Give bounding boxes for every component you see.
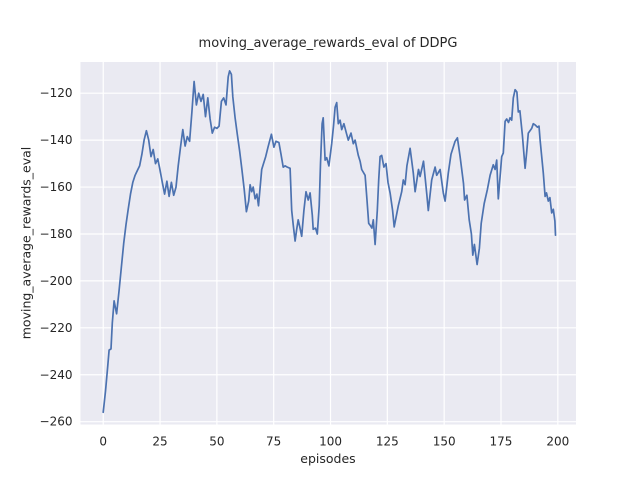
y-axis-label: moving_average_rewards_eval [18, 146, 34, 340]
y-tick-label: −200 [40, 274, 73, 288]
y-tick-label: −180 [40, 227, 73, 241]
x-tick-label: 125 [376, 435, 399, 449]
x-tick-label: 50 [209, 435, 224, 449]
y-tick-label: −220 [40, 321, 73, 335]
x-tick-label: 100 [319, 435, 342, 449]
x-tick-label: 25 [152, 435, 167, 449]
y-tick-label: −260 [40, 415, 73, 429]
x-tick-label: 200 [546, 435, 569, 449]
x-tick-label: 150 [433, 435, 456, 449]
x-tick-label: 75 [266, 435, 281, 449]
x-tick-label: 0 [99, 435, 107, 449]
y-tick-label: −160 [40, 180, 73, 194]
x-tick-label: 175 [490, 435, 513, 449]
y-tick-label: −240 [40, 368, 73, 382]
y-tick-label: −120 [40, 86, 73, 100]
x-axis-label: episodes [300, 451, 356, 466]
axes-background [80, 62, 576, 425]
y-tick-label: −140 [40, 133, 73, 147]
chart-title: moving_average_rewards_eval of DDPG [198, 36, 458, 51]
reward-line [102, 70, 557, 414]
